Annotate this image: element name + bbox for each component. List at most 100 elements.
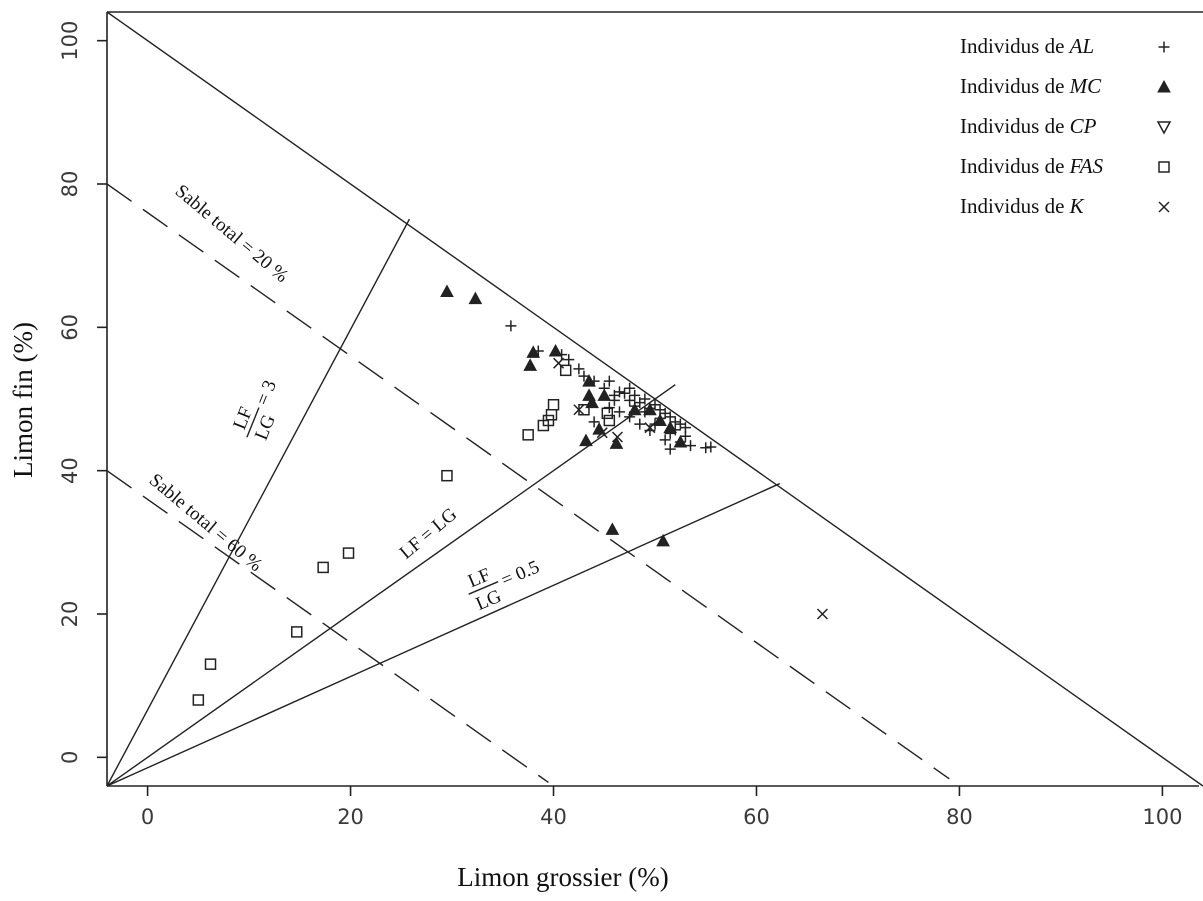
dashed-reference-line: [106, 183, 950, 780]
x-axis: 0 20 40 60 80 100: [141, 786, 1182, 829]
fraction-value: = 3: [252, 377, 281, 408]
plus-marker: [619, 387, 631, 399]
square-marker: [342, 547, 355, 559]
square-marker: [204, 658, 217, 670]
triangle-marker: [579, 433, 593, 447]
plus-marker: [679, 430, 691, 442]
annotation-lf-eq-lg: LF = LG: [396, 504, 462, 564]
y-tick-label: 80: [58, 171, 82, 198]
series-mc: [440, 284, 688, 547]
triangle-marker: [1157, 79, 1171, 93]
fraction-bar: [246, 407, 260, 438]
reference-line: [106, 482, 781, 787]
square-marker: [317, 561, 329, 574]
plus-marker: [573, 363, 585, 375]
legend-label-text: Individus de: [960, 114, 1070, 138]
cross-marker: [1158, 201, 1170, 213]
fraction-value: = 0.5: [498, 556, 542, 591]
plus-marker: [685, 440, 697, 452]
triangle-marker: [663, 420, 678, 434]
triangle-marker: [653, 413, 667, 426]
y-axis-label: Limon fin (%): [8, 322, 38, 478]
series-al: [505, 320, 717, 455]
plus-marker: [563, 354, 575, 366]
triangle-marker: [605, 522, 620, 535]
inverted-triangle-marker: [1156, 121, 1172, 135]
plus-marker: [624, 382, 636, 394]
y-axis: 0 20 40 60 80 100: [58, 21, 107, 764]
y-tick-label: 0: [58, 751, 82, 764]
series-fas: [192, 364, 616, 706]
legend-label-code: FAS: [1069, 154, 1104, 178]
triangle-marker: [656, 533, 670, 547]
line-annotations: Sable total = 20 %Sable total = 60 % LF =…: [145, 181, 543, 615]
dashed-reference-line: [106, 470, 549, 783]
plus-marker: [588, 416, 600, 428]
fraction-bar: [468, 581, 499, 595]
cross-marker: [553, 357, 565, 369]
triangle-marker: [597, 388, 612, 401]
y-tick-label: 20: [58, 601, 82, 628]
y-tick-label: 60: [58, 314, 82, 341]
x-axis-label: Limon grossier (%): [457, 862, 668, 892]
triangle-marker: [673, 434, 688, 448]
triangle-marker: [548, 343, 563, 357]
square-marker: [1158, 161, 1170, 173]
plus-marker: [659, 434, 671, 446]
square-marker: [522, 429, 534, 441]
plus-marker: [603, 375, 615, 387]
legend-label: Individus de MC: [960, 74, 1102, 98]
reference-line: [106, 218, 411, 787]
reference-line: [106, 11, 1203, 787]
legend-label-text: Individus de: [960, 154, 1070, 178]
plus-marker: [639, 393, 651, 405]
plot-frame: [106, 11, 1203, 787]
square-marker: [441, 469, 453, 482]
y-tick-label: 40: [58, 457, 82, 484]
legend-label-text: Individus de: [960, 194, 1070, 218]
cross-marker: [816, 608, 828, 620]
plus-marker: [664, 443, 676, 455]
x-tick-label: 0: [141, 805, 154, 829]
legend-label-text: Individus de: [960, 34, 1070, 58]
x-tick-label: 100: [1142, 805, 1182, 829]
legend-label: Individus de AL: [960, 34, 1094, 58]
legend-label-code: K: [1069, 194, 1085, 218]
triangle-marker: [523, 358, 538, 371]
reference-lines: [106, 11, 1203, 787]
plus-marker: [613, 386, 625, 398]
legend-label-code: AL: [1068, 34, 1095, 58]
legend-label: Individus de CP: [960, 114, 1097, 138]
triangle-marker: [582, 374, 596, 387]
plus-marker: [624, 394, 636, 406]
cross-marker: [644, 422, 656, 434]
square-marker: [192, 694, 205, 706]
triangle-marker: [440, 284, 454, 297]
plus-marker: [613, 406, 625, 418]
triangle-marker: [643, 402, 657, 416]
plus-marker: [705, 441, 717, 453]
legend-label-text: Individus de: [960, 74, 1070, 98]
square-marker: [603, 414, 616, 427]
square-marker: [547, 398, 560, 411]
annotation-sable-20: Sable total = 20 %: [171, 181, 292, 288]
legend-label-code: MC: [1069, 74, 1102, 98]
plus-marker: [505, 320, 517, 332]
x-tick-label: 60: [743, 805, 770, 829]
cross-marker: [596, 427, 608, 439]
plus-marker: [578, 370, 590, 382]
x-tick-label: 80: [946, 805, 973, 829]
legend-label: Individus de FAS: [960, 154, 1104, 178]
triangle-marker: [609, 436, 624, 449]
square-marker: [291, 626, 303, 638]
x-tick-label: 20: [337, 805, 364, 829]
plus-marker: [649, 399, 661, 411]
plus-marker: [1158, 41, 1170, 53]
data-points: [192, 284, 828, 706]
x-tick-label: 40: [540, 805, 567, 829]
